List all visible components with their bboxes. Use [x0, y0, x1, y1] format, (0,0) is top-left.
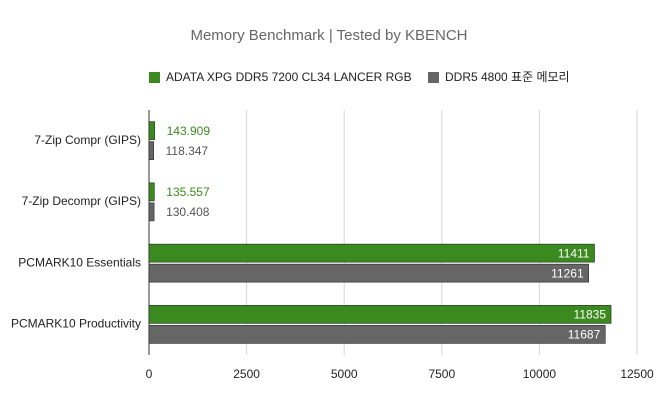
value-label: 11687 [568, 328, 601, 342]
x-tick-label: 10000 [523, 367, 557, 381]
x-tick-label: 0 [146, 367, 153, 381]
legend-label: DDR5 4800 표준 메모리 [445, 70, 570, 84]
value-label: 11411 [558, 246, 590, 260]
bar [148, 263, 589, 283]
chart-title: Memory Benchmark | Tested by KBENCH [190, 27, 467, 44]
value-label: 11261 [551, 266, 584, 280]
legend-swatch [428, 72, 439, 83]
bar [148, 121, 155, 140]
y-tick-label: 7-Zip Compr (GIPS) [34, 133, 141, 147]
x-tick-label: 12500 [620, 367, 654, 381]
bar [148, 141, 154, 160]
bar [148, 243, 595, 263]
y-tick-label: 7-Zip Decompr (GIPS) [22, 194, 141, 208]
y-tick-label: PCMARK10 Essentials [18, 255, 141, 269]
bar [148, 202, 155, 222]
y-tick-label: PCMARK10 Productivity [11, 317, 141, 331]
x-tick-label: 7500 [428, 367, 455, 381]
value-label: 130.408 [166, 205, 210, 219]
value-label: 11835 [574, 308, 607, 322]
bar [148, 305, 612, 324]
bar [148, 182, 155, 202]
x-tick-label: 2500 [233, 367, 260, 381]
legend-label: ADATA XPG DDR5 7200 CL34 LANCER RGB [166, 70, 412, 84]
value-label: 143.909 [167, 124, 211, 138]
legend-swatch [149, 72, 160, 83]
value-label: 118.347 [166, 144, 209, 158]
x-tick-label: 5000 [331, 367, 358, 381]
value-label: 135.557 [166, 185, 210, 199]
bar [148, 325, 606, 344]
